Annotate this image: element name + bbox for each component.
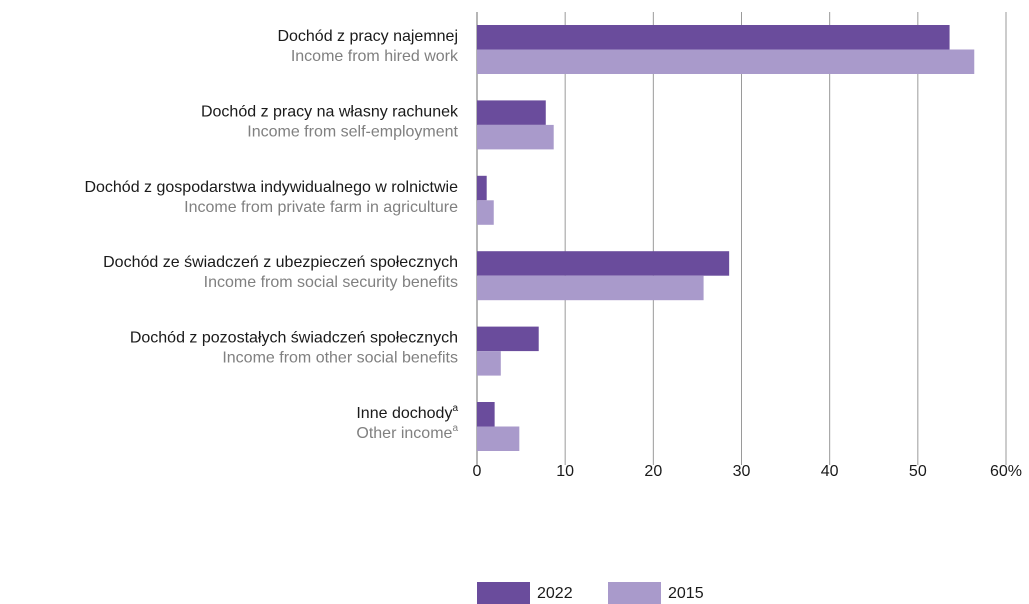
bar bbox=[477, 124, 554, 150]
footnote-marker: a bbox=[452, 423, 458, 434]
category-label-text: Dochód z gospodarstwa indywidualnego w r… bbox=[84, 179, 458, 196]
category-label-en-text: Income from social security benefits bbox=[204, 274, 458, 291]
bar bbox=[477, 49, 975, 74]
x-tick-label: 10 bbox=[556, 463, 574, 480]
category-label-en: Income from hired work bbox=[291, 48, 459, 65]
bar bbox=[477, 275, 704, 301]
x-tick-label: 20 bbox=[644, 463, 662, 480]
category-label-en-text: Income from private farm in agriculture bbox=[184, 199, 458, 216]
bar bbox=[477, 402, 495, 427]
category-label-en: Income from social security benefits bbox=[204, 274, 458, 291]
category-label-text: Dochód z pracy na własny rachunek bbox=[201, 104, 459, 121]
category-label-en: Income from self-employment bbox=[247, 124, 458, 141]
category-label: Inne dochodya bbox=[356, 403, 458, 423]
category-label: Dochód ze świadczeń z ubezpieczeń społec… bbox=[103, 254, 458, 271]
category-label-text: Dochód z pracy najemnej bbox=[277, 28, 458, 45]
bar bbox=[477, 25, 950, 50]
legend-swatch bbox=[477, 582, 530, 604]
category-label-en: Other incomea bbox=[356, 423, 458, 443]
legend-label: 2022 bbox=[537, 585, 573, 602]
category-label-text: Dochód ze świadczeń z ubezpieczeń społec… bbox=[103, 254, 458, 271]
footnote-marker: a bbox=[452, 403, 458, 414]
category-label: Dochód z pozostałych świadczeń społeczny… bbox=[130, 330, 458, 347]
bar bbox=[477, 251, 730, 276]
bar bbox=[477, 100, 546, 125]
x-tick-label: 0 bbox=[473, 463, 482, 480]
bar bbox=[477, 200, 494, 225]
category-label-en-text: Income from other social benefits bbox=[222, 350, 458, 367]
category-label-en-text: Other income bbox=[356, 425, 452, 442]
category-label-en-text: Income from hired work bbox=[291, 48, 459, 65]
bar bbox=[477, 351, 501, 376]
legend-label: 2015 bbox=[668, 585, 704, 602]
bar bbox=[477, 175, 487, 201]
category-label-text: Dochód z pozostałych świadczeń społeczny… bbox=[130, 330, 458, 347]
category-label-text: Inne dochody bbox=[356, 405, 452, 422]
category-label: Dochód z pracy na własny rachunek bbox=[201, 104, 459, 121]
bar bbox=[477, 426, 520, 451]
bar bbox=[477, 326, 539, 352]
category-label-en-text: Income from self-employment bbox=[247, 124, 458, 141]
x-tick-label: 50 bbox=[909, 463, 927, 480]
category-label: Dochód z gospodarstwa indywidualnego w r… bbox=[84, 179, 458, 196]
legend-swatch bbox=[608, 582, 661, 604]
category-label-en: Income from other social benefits bbox=[222, 350, 458, 367]
x-tick-label: 60% bbox=[990, 463, 1022, 480]
category-label: Dochód z pracy najemnej bbox=[277, 28, 458, 45]
x-tick-label: 40 bbox=[821, 463, 839, 480]
x-tick-label: 30 bbox=[733, 463, 751, 480]
category-label-en: Income from private farm in agriculture bbox=[184, 199, 458, 216]
